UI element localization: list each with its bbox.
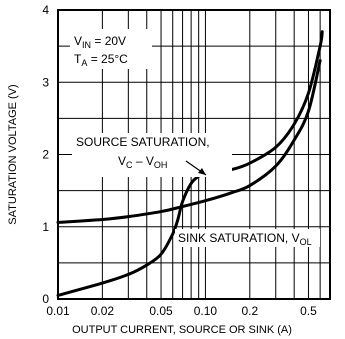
x-tick-label: 0.05 bbox=[149, 304, 173, 318]
x-axis-label: OUTPUT CURRENT, SOURCE OR SINK (A) bbox=[72, 324, 292, 336]
sink-annotation-bg bbox=[175, 229, 320, 247]
vin-condition: VIN = 20V bbox=[74, 34, 126, 50]
y-tick-label: 1 bbox=[42, 220, 49, 234]
source-annotation-line1: SOURCE SATURATION, bbox=[76, 135, 210, 149]
x-tick-label: 0.10 bbox=[194, 304, 218, 318]
y-tick-label: 2 bbox=[42, 148, 49, 162]
tick-labels: 0.01 0.02 0.05 0.10 0.2 0.5 0 1 2 3 4 bbox=[42, 3, 317, 318]
x-tick-label: 0.2 bbox=[241, 304, 258, 318]
plot-frame bbox=[57, 9, 331, 300]
y-axis-label: SATURATION VOLTAGE (V) bbox=[7, 84, 19, 224]
x-tick-label: 0.5 bbox=[300, 304, 317, 318]
y-tick-label: 0 bbox=[42, 292, 49, 306]
y-tick-label: 4 bbox=[42, 3, 49, 17]
source-annotation-arrowhead bbox=[198, 168, 206, 175]
source-annotation-line2: VC – VOH bbox=[118, 154, 167, 170]
x-tick-label: 0.02 bbox=[91, 304, 115, 318]
sink-annotation: SINK SATURATION, VOL bbox=[178, 231, 312, 247]
conditions-bg bbox=[70, 29, 152, 69]
source-saturation-curve bbox=[56, 59, 322, 224]
ta-condition: TA = 25°C bbox=[74, 52, 128, 68]
source-annotation-bg bbox=[72, 133, 232, 177]
x-tick-label: 0.01 bbox=[46, 304, 70, 318]
y-tick-label: 3 bbox=[42, 75, 49, 89]
